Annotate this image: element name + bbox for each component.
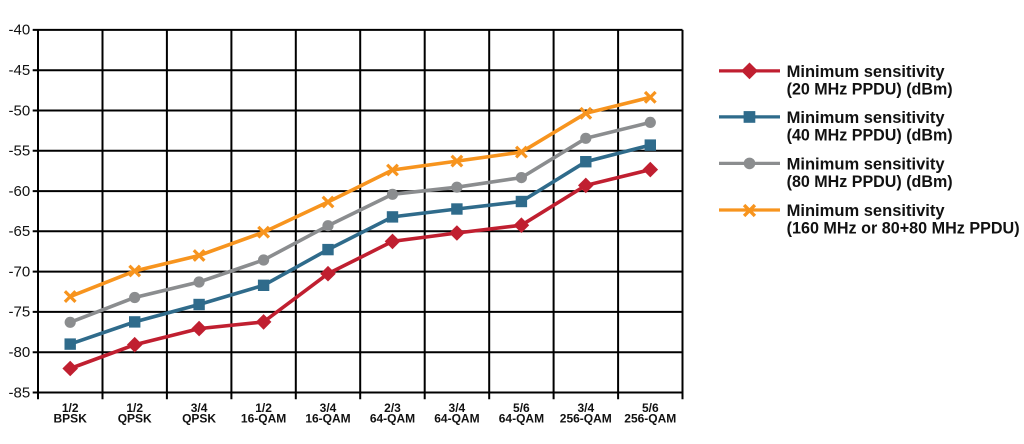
svg-text:16-QAM: 16-QAM xyxy=(241,412,286,426)
svg-text:QPSK: QPSK xyxy=(182,412,216,426)
svg-text:-80: -80 xyxy=(9,344,31,361)
svg-text:3/4: 3/4 xyxy=(320,401,337,415)
svg-text:3/4: 3/4 xyxy=(577,401,594,415)
svg-text:-65: -65 xyxy=(9,223,31,240)
svg-text:-45: -45 xyxy=(9,62,31,79)
svg-text:-60: -60 xyxy=(9,183,31,200)
svg-text:(40 MHz PPDU) (dBm): (40 MHz PPDU) (dBm) xyxy=(787,127,953,145)
svg-text:256-QAM: 256-QAM xyxy=(624,412,676,426)
svg-text:1/2: 1/2 xyxy=(126,401,143,415)
svg-text:-50: -50 xyxy=(9,102,31,119)
svg-text:-55: -55 xyxy=(9,143,31,160)
svg-text:Minimum sensitivity: Minimum sensitivity xyxy=(787,202,946,220)
svg-text:1/2: 1/2 xyxy=(255,401,272,415)
svg-text:1/2: 1/2 xyxy=(62,401,79,415)
svg-text:256-QAM: 256-QAM xyxy=(560,412,612,426)
svg-text:Minimum sensitivity: Minimum sensitivity xyxy=(787,63,946,81)
svg-text:Minimum sensitivity: Minimum sensitivity xyxy=(787,109,946,127)
svg-text:64-QAM: 64-QAM xyxy=(434,412,479,426)
svg-text:64-QAM: 64-QAM xyxy=(499,412,544,426)
svg-text:(80 MHz PPDU) (dBm): (80 MHz PPDU) (dBm) xyxy=(787,173,953,191)
svg-text:Minimum sensitivity: Minimum sensitivity xyxy=(787,156,946,174)
svg-text:3/4: 3/4 xyxy=(191,401,208,415)
svg-text:3/4: 3/4 xyxy=(449,401,466,415)
svg-text:-40: -40 xyxy=(9,22,31,39)
svg-text:(160 MHz or 80+80 MHz PPDU): (160 MHz or 80+80 MHz PPDU) xyxy=(787,220,1020,238)
svg-text:-75: -75 xyxy=(9,304,31,321)
svg-text:QPSK: QPSK xyxy=(118,412,152,426)
svg-text:-70: -70 xyxy=(9,263,31,280)
svg-text:BPSK: BPSK xyxy=(54,412,88,426)
svg-text:5/6: 5/6 xyxy=(642,401,659,415)
svg-text:(20 MHz PPDU) (dBm): (20 MHz PPDU) (dBm) xyxy=(787,81,953,99)
svg-text:5/6: 5/6 xyxy=(513,401,530,415)
svg-text:-85: -85 xyxy=(9,384,31,401)
svg-text:64-QAM: 64-QAM xyxy=(370,412,415,426)
svg-text:2/3: 2/3 xyxy=(384,401,401,415)
svg-text:16-QAM: 16-QAM xyxy=(305,412,350,426)
